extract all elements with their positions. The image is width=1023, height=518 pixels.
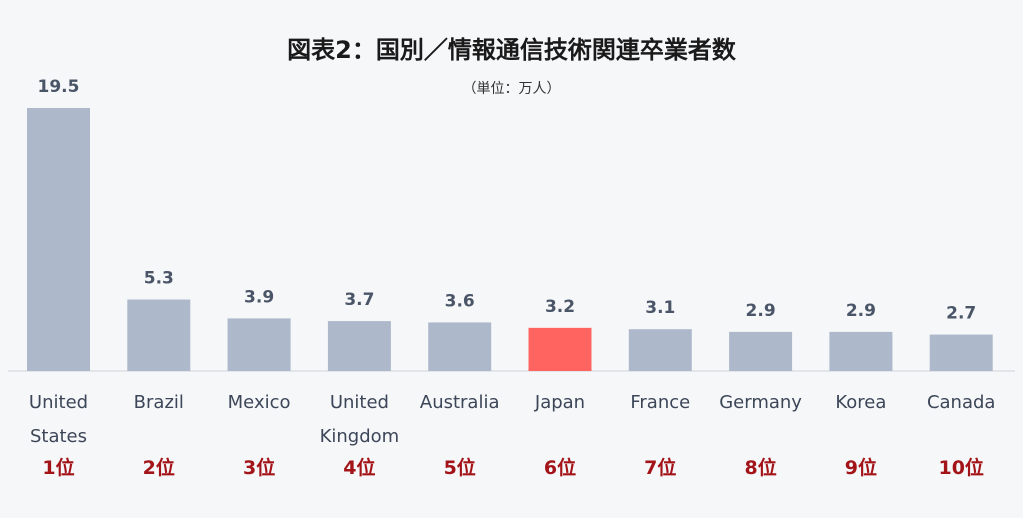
bar — [829, 331, 893, 371]
data-label: 3.9 — [244, 287, 274, 307]
data-label: 2.9 — [846, 301, 876, 321]
category-label: United — [330, 392, 389, 413]
data-label: 2.7 — [946, 304, 976, 324]
rank-label: 1位 — [42, 456, 74, 479]
bar — [428, 322, 492, 371]
data-label: 2.9 — [746, 301, 776, 321]
data-label: 3.1 — [645, 298, 675, 318]
data-label: 3.2 — [545, 297, 575, 317]
bar — [227, 318, 291, 371]
bar — [127, 299, 191, 371]
data-label: 19.5 — [38, 77, 80, 97]
category-label: France — [630, 392, 690, 413]
bar — [27, 108, 90, 371]
rank-label: 2位 — [143, 456, 175, 479]
rank-label: 9位 — [845, 456, 877, 479]
bar — [528, 327, 592, 371]
bar — [628, 329, 692, 371]
data-label: 5.3 — [144, 269, 174, 289]
category-label: Australia — [420, 392, 500, 413]
category-label: Japan — [534, 392, 585, 413]
category-label: Kingdom — [320, 426, 400, 447]
data-label: 3.7 — [344, 290, 374, 310]
category-label: United — [29, 392, 88, 413]
category-label: Germany — [719, 392, 802, 413]
bar — [929, 334, 993, 371]
rank-label: 3位 — [243, 456, 275, 479]
chart-subtitle: （単位：万人） — [462, 81, 561, 97]
rank-label: 4位 — [343, 456, 375, 479]
rank-label: 5位 — [444, 456, 476, 479]
category-label: Mexico — [228, 392, 291, 413]
rank-label: 6位 — [544, 456, 576, 479]
bar — [327, 321, 391, 371]
rank-label: 8位 — [744, 456, 776, 479]
category-label: States — [30, 426, 87, 447]
data-label: 3.6 — [445, 291, 475, 311]
rank-label: 10位 — [938, 456, 983, 479]
chart-title: 図表2：国別／情報通信技術関連卒業者数 — [287, 36, 736, 64]
category-label: Canada — [927, 392, 996, 413]
rank-label: 7位 — [644, 456, 676, 479]
category-label: Brazil — [134, 392, 184, 413]
bar — [729, 331, 793, 371]
category-label: Korea — [835, 392, 886, 413]
